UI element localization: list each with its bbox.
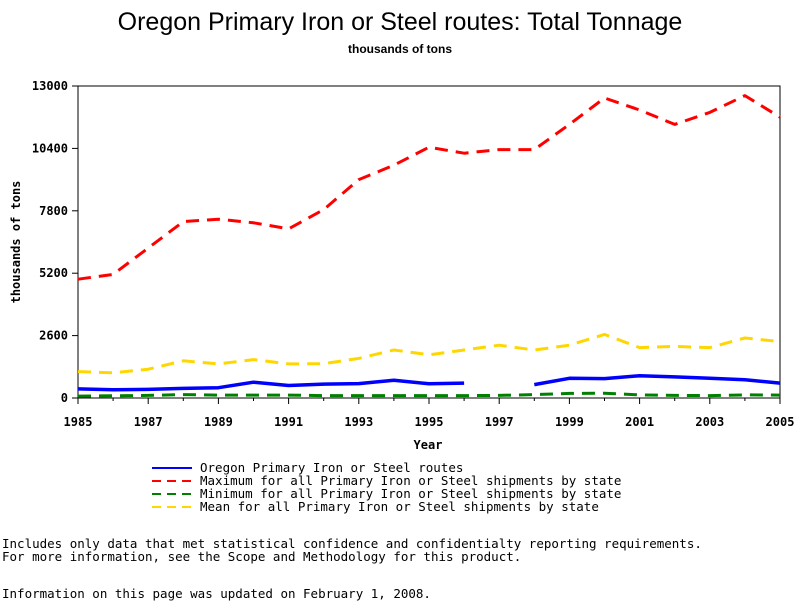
series-line-1: [533, 373, 781, 387]
series-layer: [77, 94, 781, 398]
legend-label-4: Mean for all Primary Iron or Steel shipm…: [200, 499, 599, 514]
x-tick-label: 1999: [555, 415, 584, 429]
series-line-3: [77, 391, 781, 398]
x-tick-label: 1991: [274, 415, 303, 429]
x-tick-label: 2001: [625, 415, 654, 429]
x-axis-title: Year: [414, 438, 443, 452]
updated-note: Information on this page was updated on …: [2, 586, 431, 601]
y-tick-label: 0: [61, 391, 68, 405]
x-tick-label: 1987: [134, 415, 163, 429]
x-tick-label: 2003: [695, 415, 724, 429]
legend: Oregon Primary Iron or Steel routesMaxim…: [152, 460, 621, 514]
chart-title: Oregon Primary Iron or Steel routes: Tot…: [117, 8, 683, 36]
methodology-note: For more information, see the Scope and …: [2, 549, 522, 564]
y-tick-label: 2600: [39, 329, 68, 343]
x-tick-label: 1995: [415, 415, 444, 429]
legend-label-3: Minimum for all Primary Iron or Steel sh…: [200, 486, 621, 501]
plot-frame: [77, 85, 781, 399]
y-tick-label: 5200: [39, 266, 68, 280]
y-tick-label: 13000: [32, 79, 68, 93]
y-axis-title: thousands of tons: [9, 181, 23, 304]
x-tick-label: 2005: [766, 415, 795, 429]
x-tick-label: 1989: [204, 415, 233, 429]
y-tick-label: 7800: [39, 204, 68, 218]
series-line-4: [77, 332, 781, 375]
plot-border: [77, 85, 781, 399]
confidence-note: Includes only data that met statistical …: [2, 536, 702, 551]
x-tick-label: 1993: [344, 415, 373, 429]
legend-label-2: Maximum for all Primary Iron or Steel sh…: [200, 473, 621, 488]
chart-subtitle: thousands of tons: [348, 42, 452, 56]
series-line-1: [77, 378, 465, 392]
legend-label-1: Oregon Primary Iron or Steel routes: [200, 460, 463, 475]
series-line-2: [77, 94, 781, 281]
x-axis: 1985 1987 1989 1991 1993 1995 1997 1999 2001 2003…: [64, 398, 795, 429]
x-tick-label: 1997: [485, 415, 514, 429]
y-tick-label: 10400: [32, 141, 68, 155]
x-tick-label: 1985: [64, 415, 93, 429]
y-axis: 0 2600 5200 7800 10400 13000: [32, 79, 78, 405]
